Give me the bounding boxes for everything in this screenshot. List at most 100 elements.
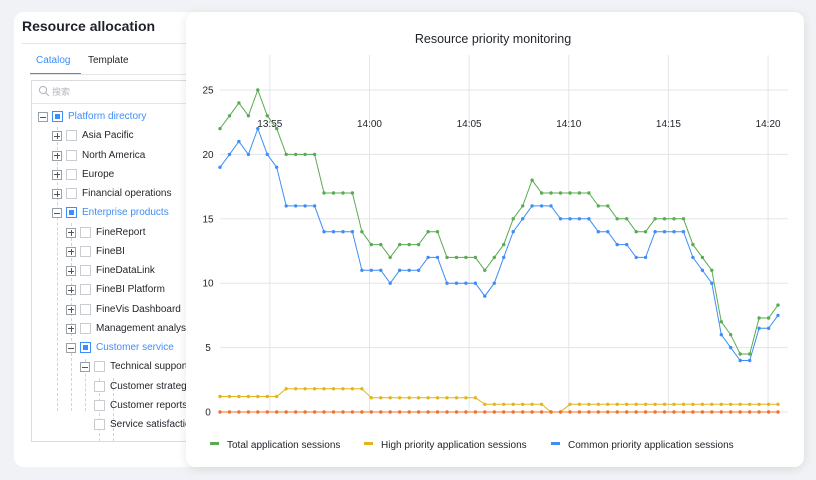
data-point bbox=[672, 217, 676, 221]
data-point bbox=[691, 255, 695, 260]
data-point bbox=[265, 152, 269, 157]
data-point bbox=[227, 114, 232, 118]
search-bar bbox=[32, 81, 202, 104]
collapse-icon[interactable] bbox=[80, 362, 90, 373]
legend-label: Common priority application sessions bbox=[568, 440, 734, 451]
data-point bbox=[360, 387, 364, 391]
data-point bbox=[539, 402, 544, 406]
data-point bbox=[776, 402, 780, 406]
data-point bbox=[539, 410, 544, 414]
data-point bbox=[473, 410, 478, 414]
tree-checkbox[interactable] bbox=[52, 111, 63, 122]
data-point bbox=[322, 230, 326, 234]
data-point bbox=[681, 410, 686, 414]
data-point bbox=[303, 204, 307, 208]
expand-icon[interactable] bbox=[66, 246, 76, 257]
data-point bbox=[643, 230, 648, 234]
data-point bbox=[596, 230, 600, 234]
data-point bbox=[521, 402, 525, 406]
data-point bbox=[521, 217, 525, 221]
data-point bbox=[672, 410, 676, 414]
data-point bbox=[729, 410, 733, 414]
tree-checkbox[interactable] bbox=[80, 284, 91, 296]
title-divider bbox=[22, 43, 192, 44]
data-point bbox=[256, 394, 260, 399]
data-point bbox=[426, 255, 430, 260]
data-point bbox=[549, 204, 553, 208]
y-tick-label: 0 bbox=[205, 408, 211, 419]
data-point bbox=[643, 410, 648, 414]
data-point bbox=[615, 402, 619, 406]
data-point bbox=[568, 410, 572, 414]
tree-checkbox[interactable] bbox=[66, 168, 77, 180]
expand-icon[interactable] bbox=[52, 169, 62, 180]
data-point bbox=[700, 402, 705, 406]
legend-swatch bbox=[210, 442, 219, 445]
expand-icon[interactable] bbox=[66, 285, 76, 296]
tree-item-label: Customer strategy bbox=[110, 380, 192, 392]
data-point bbox=[776, 410, 780, 414]
expand-icon[interactable] bbox=[66, 323, 76, 334]
tree-checkbox[interactable] bbox=[94, 380, 105, 392]
data-point bbox=[407, 410, 411, 414]
data-point bbox=[757, 326, 761, 330]
data-point bbox=[606, 230, 610, 234]
data-point bbox=[615, 217, 619, 221]
data-point bbox=[398, 410, 402, 414]
tree-checkbox[interactable] bbox=[66, 207, 77, 219]
collapse-icon[interactable] bbox=[52, 208, 62, 219]
collapse-icon[interactable] bbox=[66, 343, 76, 353]
data-point bbox=[388, 410, 392, 414]
data-point bbox=[360, 230, 364, 234]
tree-checkbox[interactable] bbox=[66, 188, 77, 199]
chart-title: Resource priority monitoring bbox=[415, 32, 571, 46]
tab-catalog[interactable]: Catalog bbox=[36, 55, 71, 66]
expand-icon[interactable] bbox=[52, 150, 62, 161]
data-point bbox=[625, 402, 629, 406]
data-point bbox=[227, 410, 232, 414]
expand-icon[interactable] bbox=[66, 304, 76, 315]
x-tick-label: 14:00 bbox=[357, 119, 382, 130]
data-point bbox=[312, 410, 317, 414]
data-point bbox=[218, 394, 222, 399]
data-point bbox=[634, 402, 638, 406]
tree-checkbox[interactable] bbox=[80, 342, 91, 353]
tree-checkbox[interactable] bbox=[80, 226, 91, 238]
tab-template[interactable]: Template bbox=[88, 55, 129, 66]
tree-checkbox[interactable] bbox=[94, 419, 105, 430]
data-point bbox=[398, 268, 402, 272]
tree-checkbox[interactable] bbox=[66, 149, 77, 161]
tree-checkbox[interactable] bbox=[80, 303, 91, 315]
tree-checkbox[interactable] bbox=[94, 399, 105, 411]
data-point bbox=[294, 387, 298, 391]
search-input[interactable] bbox=[52, 84, 192, 100]
expand-icon[interactable] bbox=[52, 189, 62, 199]
data-point bbox=[776, 313, 780, 318]
data-point bbox=[275, 394, 279, 399]
data-point bbox=[388, 281, 392, 285]
legend-swatch bbox=[364, 442, 373, 445]
tree-checkbox[interactable] bbox=[66, 130, 77, 142]
data-point bbox=[275, 126, 279, 131]
expand-icon[interactable] bbox=[52, 131, 62, 142]
y-tick-label: 20 bbox=[202, 150, 214, 161]
data-point bbox=[246, 114, 251, 118]
data-point bbox=[719, 402, 723, 406]
data-point bbox=[521, 410, 525, 414]
expand-icon[interactable] bbox=[66, 227, 76, 238]
data-point bbox=[473, 281, 478, 285]
tree-checkbox[interactable] bbox=[80, 245, 91, 257]
data-point bbox=[587, 191, 591, 195]
tree-item-label: Asia Pacific bbox=[82, 130, 134, 142]
tree-guide-line bbox=[71, 223, 72, 411]
tree-checkbox[interactable] bbox=[80, 265, 91, 276]
data-point bbox=[246, 152, 251, 157]
tree-checkbox[interactable] bbox=[94, 361, 105, 373]
collapse-icon[interactable] bbox=[38, 112, 48, 122]
expand-icon[interactable] bbox=[66, 266, 76, 276]
x-tick-label: 14:05 bbox=[457, 119, 482, 130]
data-point bbox=[530, 402, 534, 406]
tree-checkbox[interactable] bbox=[80, 322, 91, 334]
tree-item-label: FineReport bbox=[96, 226, 146, 238]
data-point bbox=[729, 402, 733, 406]
